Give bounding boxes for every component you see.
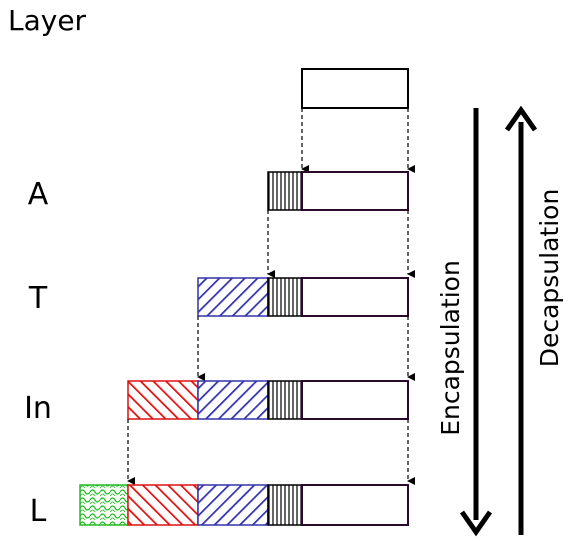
internet-header [127, 380, 199, 420]
transport-header [197, 484, 269, 526]
layer-label-link: L [30, 494, 47, 529]
row-link [79, 484, 409, 526]
encapsulation-label: Encapsulation [436, 260, 465, 436]
link-header [79, 484, 129, 526]
application-header [267, 380, 303, 420]
transport-header [197, 380, 269, 420]
row-internet [127, 380, 409, 420]
data-block-top [301, 68, 409, 109]
row-application [267, 171, 409, 211]
data-block [301, 380, 409, 420]
data-block [301, 277, 409, 317]
decapsulation-arrow [504, 105, 538, 535]
layer-label-application: A [28, 177, 49, 212]
layer-label-transport: T [28, 281, 48, 316]
encapsulation-arrow [459, 108, 493, 537]
diagram-title: Layer [8, 4, 87, 37]
decapsulation-label: Decapsulation [535, 189, 564, 368]
application-header [267, 171, 303, 211]
layer-label-internet: In [24, 391, 52, 426]
row-transport [197, 277, 409, 317]
application-header [267, 277, 303, 317]
data-block [301, 484, 409, 526]
data-block [301, 171, 409, 211]
internet-header [127, 484, 199, 526]
transport-header [197, 277, 269, 317]
application-header [267, 484, 303, 526]
